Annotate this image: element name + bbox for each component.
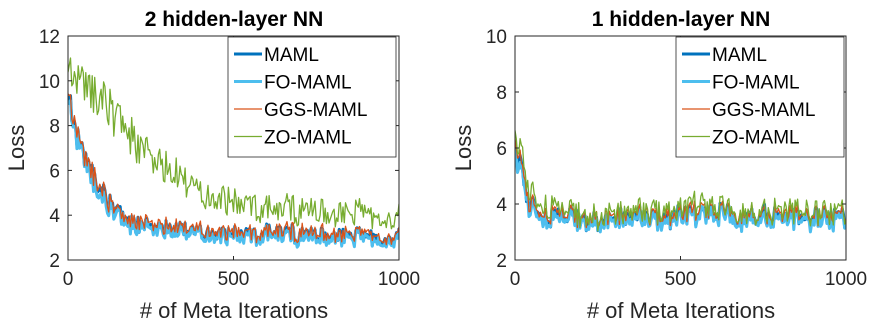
y-tick-label: 10 [486, 27, 507, 48]
y-tick-label: 6 [496, 139, 507, 160]
chart-title: 1 hidden-layer NN [592, 8, 771, 31]
series-line-zo-maml [68, 57, 399, 230]
legend-label: MAML [264, 45, 319, 66]
series-line-ggs-maml [68, 93, 399, 246]
y-tick-label: 12 [39, 27, 60, 48]
chart-title: 2 hidden-layer NN [145, 8, 324, 31]
y-tick-label: 8 [496, 83, 507, 104]
legend-label: ZO-MAML [264, 128, 352, 149]
series-line-fo-maml [515, 146, 846, 234]
legend: MAML FO-MAML GGS-MAML ZO-MAML [227, 36, 397, 158]
series-line-zo-maml [515, 130, 846, 232]
legend-label: GGS-MAML [264, 100, 367, 121]
chart-panel-1: 0 500 1000 2 4 6 8 10 12 2 hidden-layer NN # of Me… [4, 8, 420, 323]
x-tick-label: 500 [218, 269, 250, 290]
series-group [515, 130, 846, 234]
y-tick-label: 4 [496, 195, 507, 216]
y-tick-label: 2 [49, 251, 60, 272]
y-tick-label: 2 [496, 251, 507, 272]
legend-label: GGS-MAML [712, 100, 815, 121]
legend-label: ZO-MAML [712, 128, 800, 149]
x-tick-label: 1000 [825, 269, 867, 290]
legend-label: MAML [712, 45, 767, 66]
x-axis-label: # of Meta Iterations [140, 298, 328, 323]
x-axis-label: # of Meta Iterations [587, 298, 775, 323]
legend-label: FO-MAML [264, 73, 352, 94]
chart-panel-2: 0 500 1000 2 4 6 8 10 1 hidden-layer NN # of Meta… [451, 8, 867, 323]
legend-label: FO-MAML [712, 73, 800, 94]
y-tick-label: 8 [49, 117, 60, 138]
x-tick-label: 0 [510, 269, 521, 290]
y-axis-label: Loss [4, 125, 29, 171]
x-tick-label: 0 [63, 269, 74, 290]
y-axis-label: Loss [451, 125, 476, 171]
legend: MAML FO-MAML GGS-MAML ZO-MAML [675, 36, 845, 158]
y-tick-label: 6 [49, 161, 60, 182]
x-tick-label: 1000 [378, 269, 420, 290]
series-group [68, 57, 399, 249]
y-tick-label: 10 [39, 72, 60, 93]
x-tick-label: 500 [665, 269, 697, 290]
y-tick-label: 4 [49, 206, 60, 227]
